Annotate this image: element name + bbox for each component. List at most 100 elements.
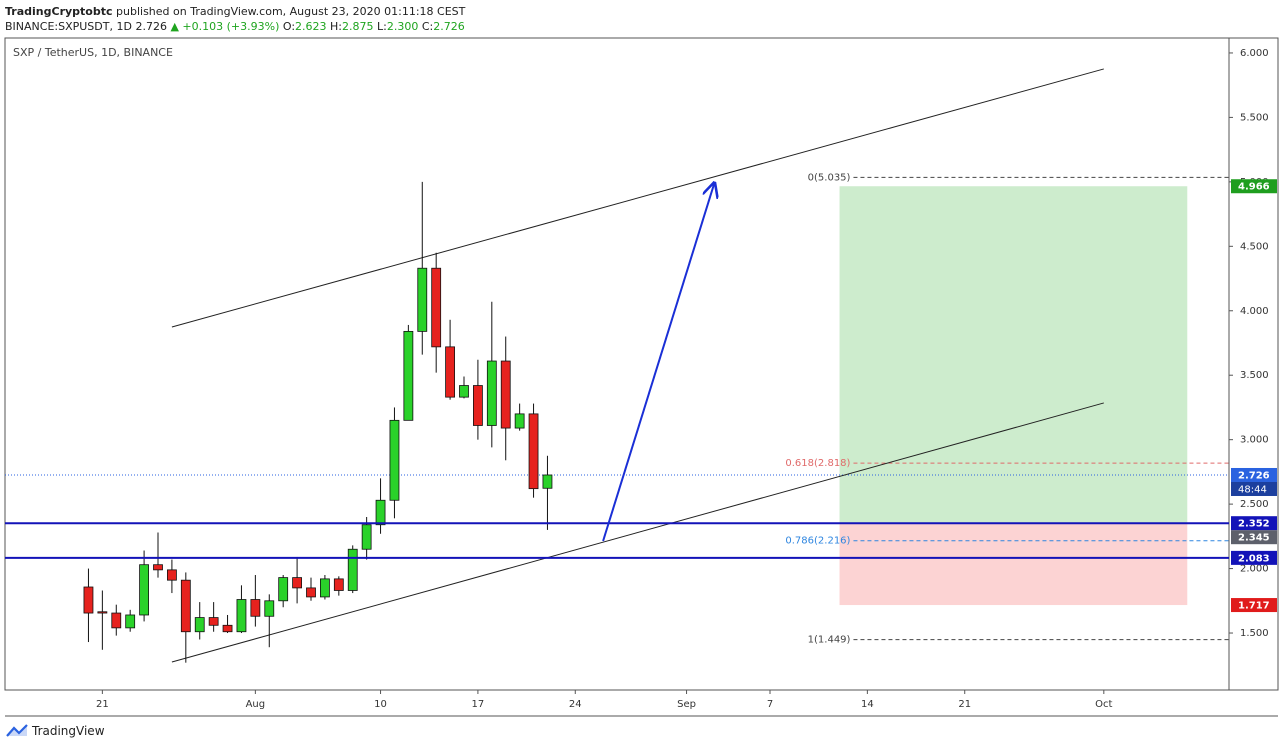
price-badge bbox=[1231, 467, 1277, 482]
price-badge bbox=[1231, 179, 1277, 194]
ohlc-label: L: bbox=[377, 20, 387, 33]
brand: TradingView bbox=[32, 724, 105, 738]
ohlc-label: C: bbox=[421, 20, 434, 33]
candle-body bbox=[236, 599, 247, 633]
y-tick-label: 4.500 bbox=[1240, 241, 1269, 252]
price-badge-label: 1.717 bbox=[1238, 601, 1270, 612]
ohlc: O:2.623 H:2.875 L:2.300 C:2.726 bbox=[283, 20, 465, 33]
x-tick-label: 24 bbox=[569, 699, 582, 710]
target-zone bbox=[839, 186, 1188, 524]
last: 2.726 bbox=[135, 20, 167, 33]
y-tick-label: 2.000 bbox=[1240, 564, 1269, 575]
y-tick-label: 3.500 bbox=[1240, 370, 1269, 381]
trendline bbox=[171, 68, 1104, 328]
candle-body bbox=[389, 419, 400, 501]
ohlc-label: H: bbox=[330, 20, 343, 33]
ohlc-value: 2.623 bbox=[295, 20, 327, 33]
header: TradingCryptobtc published on TradingVie… bbox=[5, 4, 465, 34]
candle-body bbox=[347, 548, 358, 591]
price-badge bbox=[1231, 530, 1277, 545]
candle-body bbox=[139, 564, 149, 616]
ohlc-label: O: bbox=[282, 20, 296, 33]
y-tick-label: 1.500 bbox=[1240, 628, 1269, 639]
y-tick-label: 4.000 bbox=[1240, 306, 1269, 317]
published: published on TradingView.com, August 23,… bbox=[116, 5, 466, 18]
candle-body bbox=[500, 360, 511, 429]
x-tick-label: 21 bbox=[96, 699, 109, 710]
candle-body bbox=[180, 579, 191, 633]
candle-body bbox=[167, 569, 177, 581]
countdown-badge bbox=[1231, 481, 1277, 496]
candle-body bbox=[361, 524, 372, 550]
candle-body bbox=[278, 577, 289, 602]
ohlc-value: 2.875 bbox=[342, 20, 374, 33]
candle-body bbox=[417, 267, 428, 332]
fib-label: 1(1.449) bbox=[808, 635, 851, 646]
x-tick-label: 14 bbox=[861, 699, 874, 710]
candle-body bbox=[292, 577, 302, 589]
price-badge-label: 2.083 bbox=[1238, 553, 1270, 564]
symbol: BINANCE:SXPUSDT, 1D bbox=[5, 20, 132, 33]
chart: SXP / TetherUS, 1D, BINANCE 1.5002.0002.… bbox=[4, 37, 1279, 717]
fib-label: 0(5.035) bbox=[808, 172, 851, 183]
candle-body bbox=[125, 614, 136, 629]
author: TradingCryptobtc bbox=[5, 5, 113, 18]
price-badge bbox=[1231, 550, 1277, 565]
candle-body bbox=[333, 578, 344, 591]
y-tick-label: 2.500 bbox=[1240, 499, 1269, 510]
x-tick-label: 21 bbox=[958, 699, 971, 710]
publish-line: TradingCryptobtc published on TradingVie… bbox=[5, 4, 465, 19]
fib-label: 0.618(2.818) bbox=[785, 458, 850, 469]
candle-body bbox=[486, 360, 497, 426]
price-badge-label: 2.352 bbox=[1238, 519, 1270, 530]
candle-body bbox=[320, 578, 330, 598]
candle-body bbox=[306, 587, 316, 598]
price-axis-frame bbox=[1228, 37, 1279, 691]
x-tick-label: Aug bbox=[246, 699, 266, 710]
candle-body bbox=[514, 413, 525, 429]
candle-body bbox=[431, 267, 442, 348]
x-tick-label: Sep bbox=[677, 699, 696, 710]
candle-body bbox=[445, 346, 455, 398]
quote-line: BINANCE:SXPUSDT, 1D 2.726 ▲ +0.103 (+3.9… bbox=[5, 19, 465, 34]
stop-zone bbox=[839, 523, 1188, 606]
candle-body bbox=[403, 330, 414, 421]
y-tick-label: 6.000 bbox=[1240, 48, 1269, 59]
price-badge-label: 2.726 bbox=[1238, 470, 1270, 481]
countdown-label: 48:44 bbox=[1238, 484, 1267, 495]
price-badge-label: 2.345 bbox=[1238, 533, 1270, 544]
trendline bbox=[171, 402, 1104, 663]
candle-body bbox=[83, 586, 94, 614]
candle-body bbox=[542, 474, 553, 489]
fib-label: 0.786(2.216) bbox=[785, 536, 850, 547]
x-tick-label: 17 bbox=[472, 699, 485, 710]
candle-body bbox=[97, 611, 108, 614]
ohlc-value: 2.726 bbox=[433, 20, 465, 33]
candle-body bbox=[222, 624, 233, 633]
y-tick-label: 3.000 bbox=[1240, 435, 1269, 446]
candle-body bbox=[153, 564, 163, 571]
candle-body bbox=[111, 612, 122, 629]
candle-body bbox=[194, 617, 205, 633]
candle-body bbox=[250, 599, 261, 617]
x-tick-label: Oct bbox=[1095, 699, 1112, 710]
price-badge bbox=[1231, 516, 1277, 531]
change: ▲ +0.103 (+3.93%) bbox=[170, 20, 280, 33]
candle-body bbox=[459, 385, 469, 398]
logo-icon bbox=[6, 724, 28, 737]
chart-title: SXP / TetherUS, 1D, BINANCE bbox=[13, 46, 173, 59]
x-tick-label: 10 bbox=[374, 699, 387, 710]
footer: TradingView bbox=[6, 724, 105, 738]
x-tick-label: 7 bbox=[767, 699, 773, 710]
y-tick-label: 5.500 bbox=[1240, 112, 1269, 123]
candle-body bbox=[473, 385, 483, 426]
candle-body bbox=[375, 499, 386, 526]
candle-body bbox=[208, 617, 219, 626]
candle-body bbox=[264, 600, 275, 617]
candle-body bbox=[528, 413, 539, 490]
price-badge-label: 4.966 bbox=[1238, 182, 1270, 193]
ohlc-value: 2.300 bbox=[386, 20, 419, 33]
arrow bbox=[602, 183, 714, 542]
price-badge bbox=[1231, 598, 1277, 613]
